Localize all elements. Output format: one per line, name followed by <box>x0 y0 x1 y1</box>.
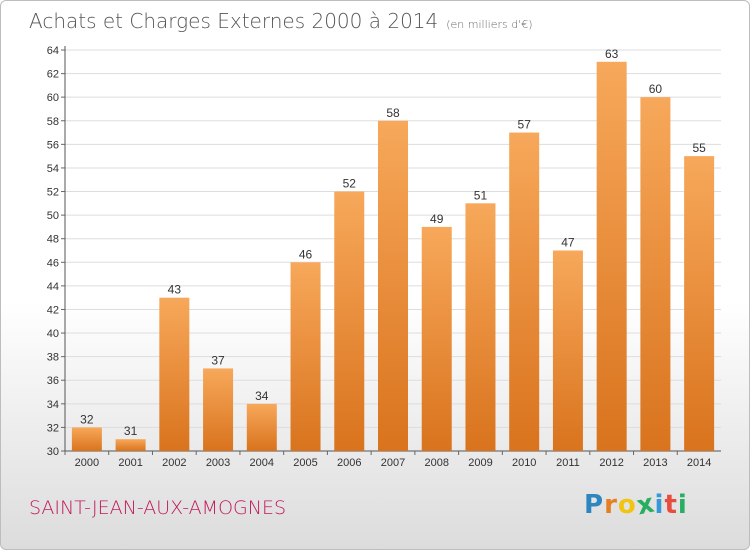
bar-2011 <box>552 250 583 451</box>
bar-2012 <box>596 61 627 451</box>
bar-2006 <box>334 191 365 451</box>
value-label-2000: 32 <box>80 412 94 426</box>
y-tick-label: 44 <box>47 281 59 293</box>
x-tick-label: 2010 <box>512 457 536 469</box>
logo-letter: i <box>654 490 665 520</box>
logo-letter: i <box>677 490 688 520</box>
title-text: Achats et Charges Externes 2000 à 2014 <box>29 9 439 33</box>
y-tick-label: 52 <box>47 187 59 199</box>
chart-title: Achats et Charges Externes 2000 à 2014 (e… <box>29 9 533 33</box>
value-labels: 32 31 43 37 34 46 52 58 49 51 57 47 63 60 55 <box>80 47 706 438</box>
x-tick-label: 2007 <box>381 457 405 469</box>
bar-chart: 30 32 34 36 38 40 42 44 46 48 50 52 54 56 58 60 62 64 200… <box>47 45 721 469</box>
bar-2014 <box>684 156 715 451</box>
value-label-2012: 63 <box>605 47 619 61</box>
y-tick-label: 50 <box>47 210 59 222</box>
logo-letter: P <box>584 490 605 520</box>
y-tick-label: 46 <box>47 257 59 269</box>
y-tick-label: 60 <box>47 92 59 104</box>
x-tick-label: 2004 <box>250 457 274 469</box>
y-tick-label: 62 <box>47 69 59 81</box>
value-label-2011: 47 <box>561 236 575 250</box>
x-tick-label: 2008 <box>424 457 448 469</box>
bar-2001 <box>115 439 146 451</box>
x-tick-label: 2002 <box>162 457 186 469</box>
logo-letter: o <box>617 490 637 520</box>
bar-2013 <box>640 97 671 452</box>
value-label-2010: 57 <box>518 118 532 132</box>
y-tick-label: 32 <box>47 422 59 434</box>
y-tick-label: 48 <box>47 234 59 246</box>
bar-2002 <box>159 297 190 451</box>
x-tick-label: 2006 <box>337 457 361 469</box>
x-tick-label: 2003 <box>206 457 230 469</box>
value-label-2001: 31 <box>124 424 138 438</box>
logo-letter: t <box>664 490 678 520</box>
y-tick-label: 38 <box>47 352 59 364</box>
value-label-2003: 37 <box>211 353 225 367</box>
bar-2010 <box>509 132 540 451</box>
value-label-2009: 51 <box>474 188 488 202</box>
y-tick-label: 42 <box>47 304 59 316</box>
value-label-2014: 55 <box>692 141 706 155</box>
bar-2005 <box>290 262 321 451</box>
y-tick-label: 36 <box>47 375 59 387</box>
x-tick-label: 2009 <box>468 457 492 469</box>
y-tick-label: 34 <box>47 399 59 411</box>
bar-2008 <box>421 226 452 451</box>
value-label-2005: 46 <box>299 247 313 261</box>
x-tick-label: 2001 <box>118 457 142 469</box>
bars <box>71 61 715 452</box>
proxiti-logo: Proxiti <box>584 488 688 521</box>
x-tick-label: 2011 <box>556 457 580 469</box>
value-label-2007: 58 <box>386 106 400 120</box>
value-label-2008: 49 <box>430 212 444 226</box>
x-tick-label: 2005 <box>293 457 317 469</box>
value-label-2013: 60 <box>649 82 663 96</box>
x-tick-label: 2000 <box>75 457 99 469</box>
y-tick-label: 64 <box>47 45 59 57</box>
y-tick-label: 58 <box>47 116 59 128</box>
bar-2007 <box>378 120 408 451</box>
y-tick-label: 30 <box>47 446 59 458</box>
bar-2000 <box>71 427 102 451</box>
chart-subtitle: (en milliers d'€) <box>446 18 533 31</box>
x-tick-label: 2013 <box>643 457 667 469</box>
y-tick-labels: 30 32 34 36 38 40 42 44 46 48 50 52 54 56 58 60 62 64 <box>47 45 59 458</box>
bar-2003 <box>203 368 234 451</box>
logo-letter: r <box>604 490 618 520</box>
x-tick-label: 2012 <box>599 457 623 469</box>
x-tick-label: 2014 <box>687 457 711 469</box>
y-tick-label: 54 <box>47 163 59 175</box>
bar-2009 <box>465 203 496 451</box>
bar-2004 <box>246 403 277 451</box>
value-label-2006: 52 <box>343 177 357 191</box>
value-label-2002: 43 <box>168 283 182 297</box>
y-tick-label: 40 <box>47 328 59 340</box>
x-tick-labels: 2000 2001 2002 2003 2004 2005 2006 2007 2008 2009… <box>64 451 711 469</box>
y-tick-label: 56 <box>47 139 59 151</box>
place-name: SAINT-JEAN-AUX-AMOGNES <box>29 497 287 519</box>
value-label-2004: 34 <box>255 389 269 403</box>
